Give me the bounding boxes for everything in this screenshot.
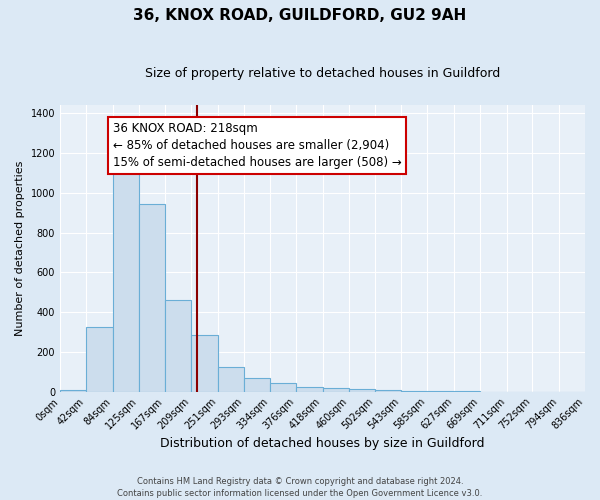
Bar [218,366,244,392]
Bar [113,171,139,392]
Bar [375,390,401,392]
Bar [323,388,349,392]
Bar [139,204,165,392]
Bar [296,387,323,392]
Bar [401,390,427,392]
Bar [349,388,375,392]
Bar [165,300,191,392]
Bar [244,378,270,392]
Bar [270,382,296,392]
Text: 36 KNOX ROAD: 218sqm
← 85% of detached houses are smaller (2,904)
15% of semi-de: 36 KNOX ROAD: 218sqm ← 85% of detached h… [113,122,401,169]
Text: 36, KNOX ROAD, GUILDFORD, GU2 9AH: 36, KNOX ROAD, GUILDFORD, GU2 9AH [133,8,467,22]
Text: Contains HM Land Registry data © Crown copyright and database right 2024.
Contai: Contains HM Land Registry data © Crown c… [118,476,482,498]
Bar [427,391,454,392]
Y-axis label: Number of detached properties: Number of detached properties [15,160,25,336]
Title: Size of property relative to detached houses in Guildford: Size of property relative to detached ho… [145,68,500,80]
Bar [86,327,113,392]
Bar [191,335,218,392]
X-axis label: Distribution of detached houses by size in Guildford: Distribution of detached houses by size … [160,437,485,450]
Bar [60,390,86,392]
